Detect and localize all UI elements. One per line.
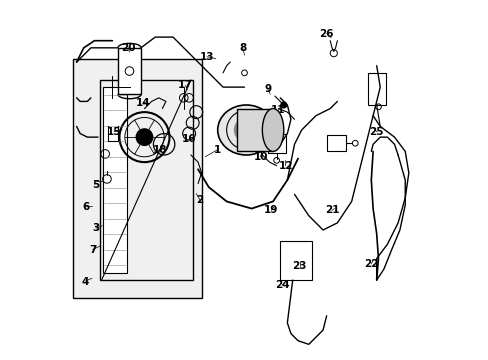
Text: 6: 6: [82, 202, 89, 212]
Text: 22: 22: [364, 259, 378, 269]
Bar: [73, 59, 201, 298]
Text: 3: 3: [92, 223, 100, 233]
Text: 8: 8: [239, 43, 246, 53]
Text: 4: 4: [81, 277, 89, 287]
Ellipse shape: [262, 109, 283, 152]
Ellipse shape: [217, 105, 274, 155]
Bar: [267, 134, 285, 153]
Circle shape: [135, 128, 153, 146]
Text: 5: 5: [92, 180, 100, 190]
Text: 10: 10: [253, 152, 267, 162]
Text: 23: 23: [292, 261, 306, 271]
Text: 9: 9: [264, 84, 271, 94]
Text: 19: 19: [264, 205, 278, 215]
Text: 14: 14: [135, 98, 150, 108]
Bar: [367, 73, 385, 105]
Text: 18: 18: [153, 145, 167, 155]
Text: 16: 16: [182, 134, 196, 144]
Circle shape: [233, 117, 258, 143]
Bar: [118, 48, 141, 94]
Bar: [237, 109, 272, 152]
Text: 15: 15: [107, 127, 121, 137]
Text: 1: 1: [214, 145, 221, 155]
Text: 12: 12: [278, 161, 292, 171]
Text: 17: 17: [178, 80, 192, 90]
Text: 11: 11: [271, 105, 285, 115]
Text: 2: 2: [196, 195, 203, 204]
Text: 13: 13: [199, 52, 214, 62]
Text: 24: 24: [274, 280, 289, 291]
Text: 20: 20: [121, 43, 135, 53]
Text: 21: 21: [324, 205, 339, 215]
Bar: [280, 241, 312, 280]
Bar: [326, 135, 346, 152]
Bar: [100, 80, 192, 280]
Bar: [103, 87, 126, 273]
Circle shape: [280, 102, 287, 109]
Text: 25: 25: [368, 127, 383, 137]
Text: 7: 7: [89, 245, 96, 255]
Text: 26: 26: [319, 28, 333, 39]
